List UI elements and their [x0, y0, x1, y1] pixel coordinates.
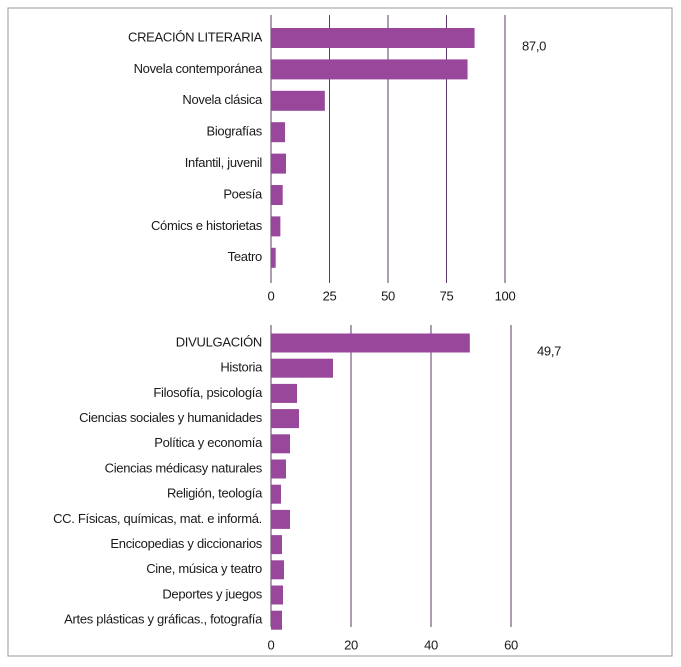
frame: [7, 7, 673, 657]
y-tick-label: Política y economía: [154, 435, 263, 450]
y-tick-label: Artes plásticas y gráficas., fotografía: [64, 612, 263, 627]
bar: [271, 90, 325, 111]
y-tick-label: CREACIÓN LITERARIA: [128, 29, 263, 44]
y-tick-label: Novela clásica: [182, 92, 263, 107]
bar: [271, 358, 333, 378]
x-tick-label: 50: [381, 288, 395, 303]
y-tick-label: DIVULGACIÓN: [176, 334, 262, 349]
bar: [271, 153, 286, 174]
y-tick-label: Ciencias sociales y humanidades: [79, 410, 263, 425]
y-tick-label: Ciencias médicasy naturales: [105, 460, 263, 475]
bar: [271, 185, 283, 205]
bar: [271, 535, 282, 555]
x-tick-label: 60: [504, 637, 518, 652]
x-tick-label: 0: [268, 288, 275, 303]
y-tick-label: Cine, música y teatro: [146, 561, 262, 576]
x-tick-label: 20: [344, 637, 358, 652]
bar: [271, 610, 282, 630]
bar: [271, 560, 284, 580]
bar: [271, 333, 470, 353]
x-tick-label: 25: [323, 288, 337, 303]
y-tick-label: Cómics e historietas: [151, 218, 263, 233]
bar: [271, 59, 468, 80]
bar: [271, 459, 286, 479]
bar: [271, 585, 283, 605]
value-label: 49,7: [537, 343, 561, 358]
bar: [271, 247, 276, 268]
y-tick-label: Filosofía, psicología: [153, 385, 263, 400]
bar: [271, 509, 290, 529]
y-tick-label: Teatro: [228, 249, 262, 264]
bar: [271, 434, 290, 454]
x-tick-label: 75: [440, 288, 454, 303]
y-tick-label: Religión, teología: [167, 486, 263, 501]
y-tick-label: Deportes y juegos: [162, 586, 262, 601]
bar: [271, 216, 281, 237]
y-tick-label: Novela contemporánea: [134, 61, 263, 76]
x-tick-label: 0: [268, 637, 275, 652]
bar: [271, 484, 281, 504]
y-tick-label: Biografías: [206, 124, 262, 139]
bar: [271, 409, 299, 429]
x-tick-label: 100: [495, 288, 516, 303]
y-tick-label: CC. Físicas, químicas, mat. e informá.: [53, 511, 262, 526]
y-tick-label: Poesía: [223, 186, 263, 201]
bar: [271, 122, 286, 143]
bar: [271, 28, 475, 48]
x-tick-label: 40: [424, 637, 438, 652]
y-tick-label: Historia: [220, 360, 263, 375]
value-label: 87,0: [522, 38, 546, 53]
y-tick-label: Infantil, juvenil: [185, 155, 263, 170]
y-tick-label: Encicopedias y diccionarios: [110, 536, 262, 551]
bar: [271, 383, 297, 403]
